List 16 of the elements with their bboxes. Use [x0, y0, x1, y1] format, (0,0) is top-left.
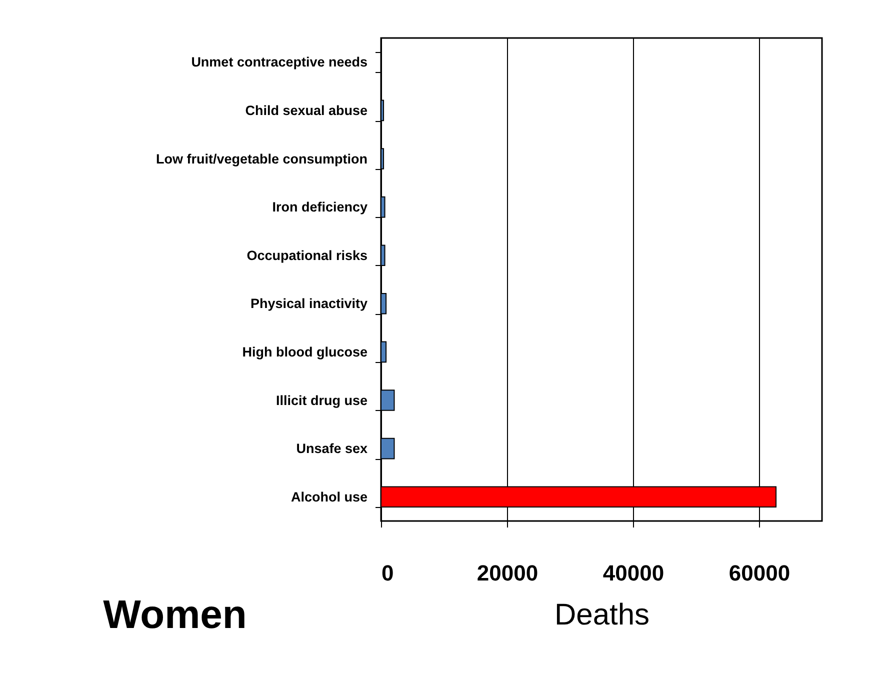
- x-tick-label: 40000: [602, 560, 664, 586]
- y-tick-label: Physical inactivity: [250, 296, 368, 312]
- y-tick-label: Unsafe sex: [296, 441, 368, 456]
- x-tick-label: 20000: [476, 560, 538, 586]
- y-tick-label: Occupational risks: [246, 248, 368, 263]
- x-tick-label: 0: [382, 560, 394, 586]
- x-tick-label: 60000: [728, 560, 790, 586]
- y-tick-label: High blood glucose: [242, 344, 368, 360]
- y-tick-label: Low fruit/vegetable consumption: [156, 151, 368, 166]
- y-tick-label: Unmet contraceptive needs: [191, 54, 368, 70]
- y-tick-label: Illicit drug use: [276, 392, 368, 408]
- y-tick-label: Child sexual abuse: [245, 102, 368, 118]
- y-tick-label: Iron deficiency: [272, 200, 368, 215]
- text: Women: [103, 593, 247, 637]
- y-tick-label: Alcohol use: [290, 489, 368, 504]
- x-axis-title: Deaths: [554, 598, 650, 632]
